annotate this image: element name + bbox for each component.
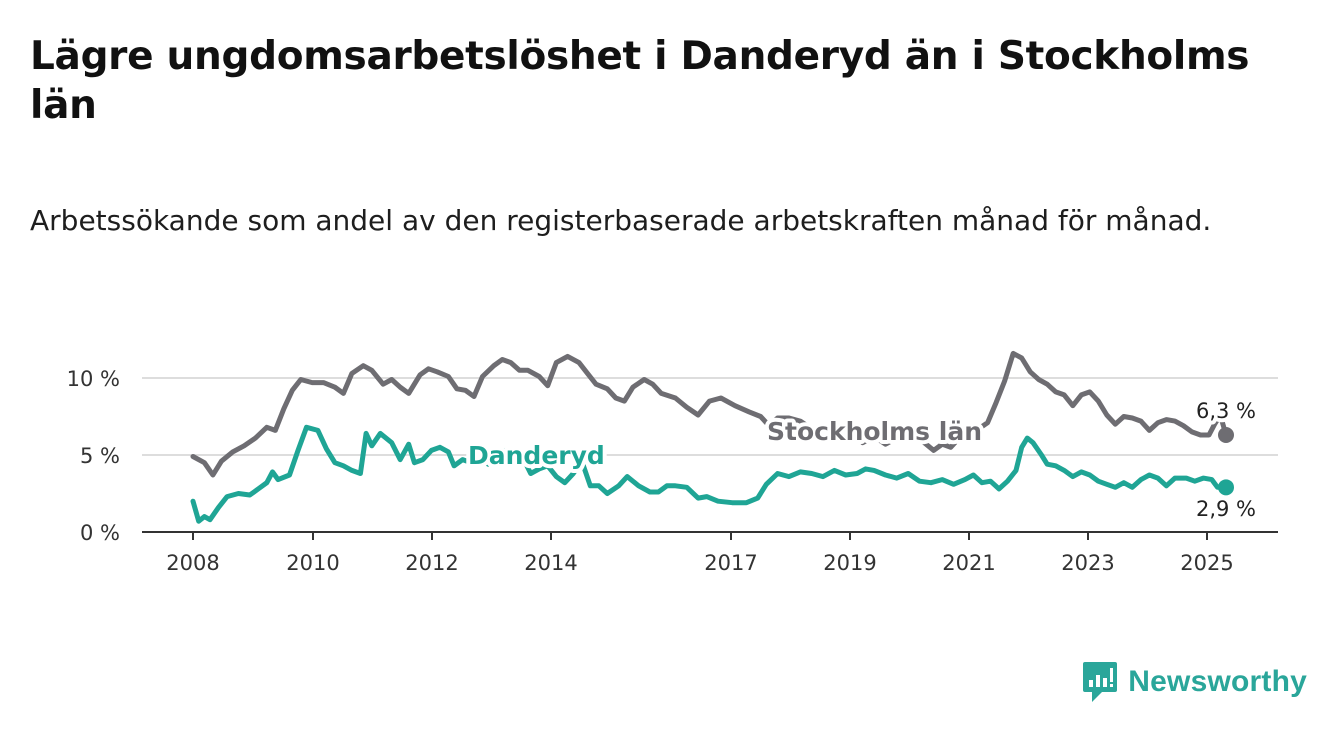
y-axis-labels: 0 % 5 % 10 % [67,367,120,545]
x-axis: 2008 2010 2012 2014 2017 2019 2021 2023 2025 [142,531,1278,575]
x-tick-label: 2012 [405,551,458,575]
series-line-danderyd [190,424,1229,524]
x-tick-label: 2025 [1180,551,1233,575]
end-value-danderyd-halo: 2,9 % [1196,497,1256,521]
end-point-danderyd [1218,479,1234,496]
x-tick-label: 2023 [1061,551,1114,575]
x-tick-label: 2017 [704,551,757,575]
newsworthy-logo-icon [1083,662,1118,702]
y-tick-label: 0 % [80,521,120,545]
end-value-danderyd: 2,9 % [1196,497,1256,521]
newsworthy-logo-text: Newsworthy [1128,665,1307,698]
x-tick-label: 2010 [286,551,339,575]
x-tick-label: 2008 [166,551,219,575]
x-tick-label: 2019 [823,551,876,575]
x-tick-label: 2021 [942,551,995,575]
x-tick-label: 2014 [524,551,577,575]
line-chart: 2008 2010 2012 2014 2017 2019 2021 2023 2025 0 %… [67,350,1278,575]
end-value-stockholms-lan-halo: 6,3 % [1196,399,1256,423]
end-point-stockholms-lan [1218,426,1234,443]
chart-subtitle: Arbetssökande som andel av den registerb… [30,204,1212,237]
newsworthy-logo: Newsworthy [1082,660,1307,704]
y-tick-label: 5 % [80,444,120,468]
series-label-danderyd: Danderyd [468,441,605,470]
series-label-stockholms-lan-halo: Stockholms län [767,417,982,446]
series-line-stockholms-lan [190,350,1229,478]
series-label-stockholms-lan: Stockholms län [767,417,982,446]
series-label-danderyd-halo: Danderyd [468,441,605,470]
end-value-stockholms-lan: 6,3 % [1196,399,1256,423]
y-tick-label: 10 % [67,367,120,391]
series-lines [190,350,1234,524]
chart-title: Lägre ungdomsarbetslöshet i Danderyd än … [30,34,1250,128]
